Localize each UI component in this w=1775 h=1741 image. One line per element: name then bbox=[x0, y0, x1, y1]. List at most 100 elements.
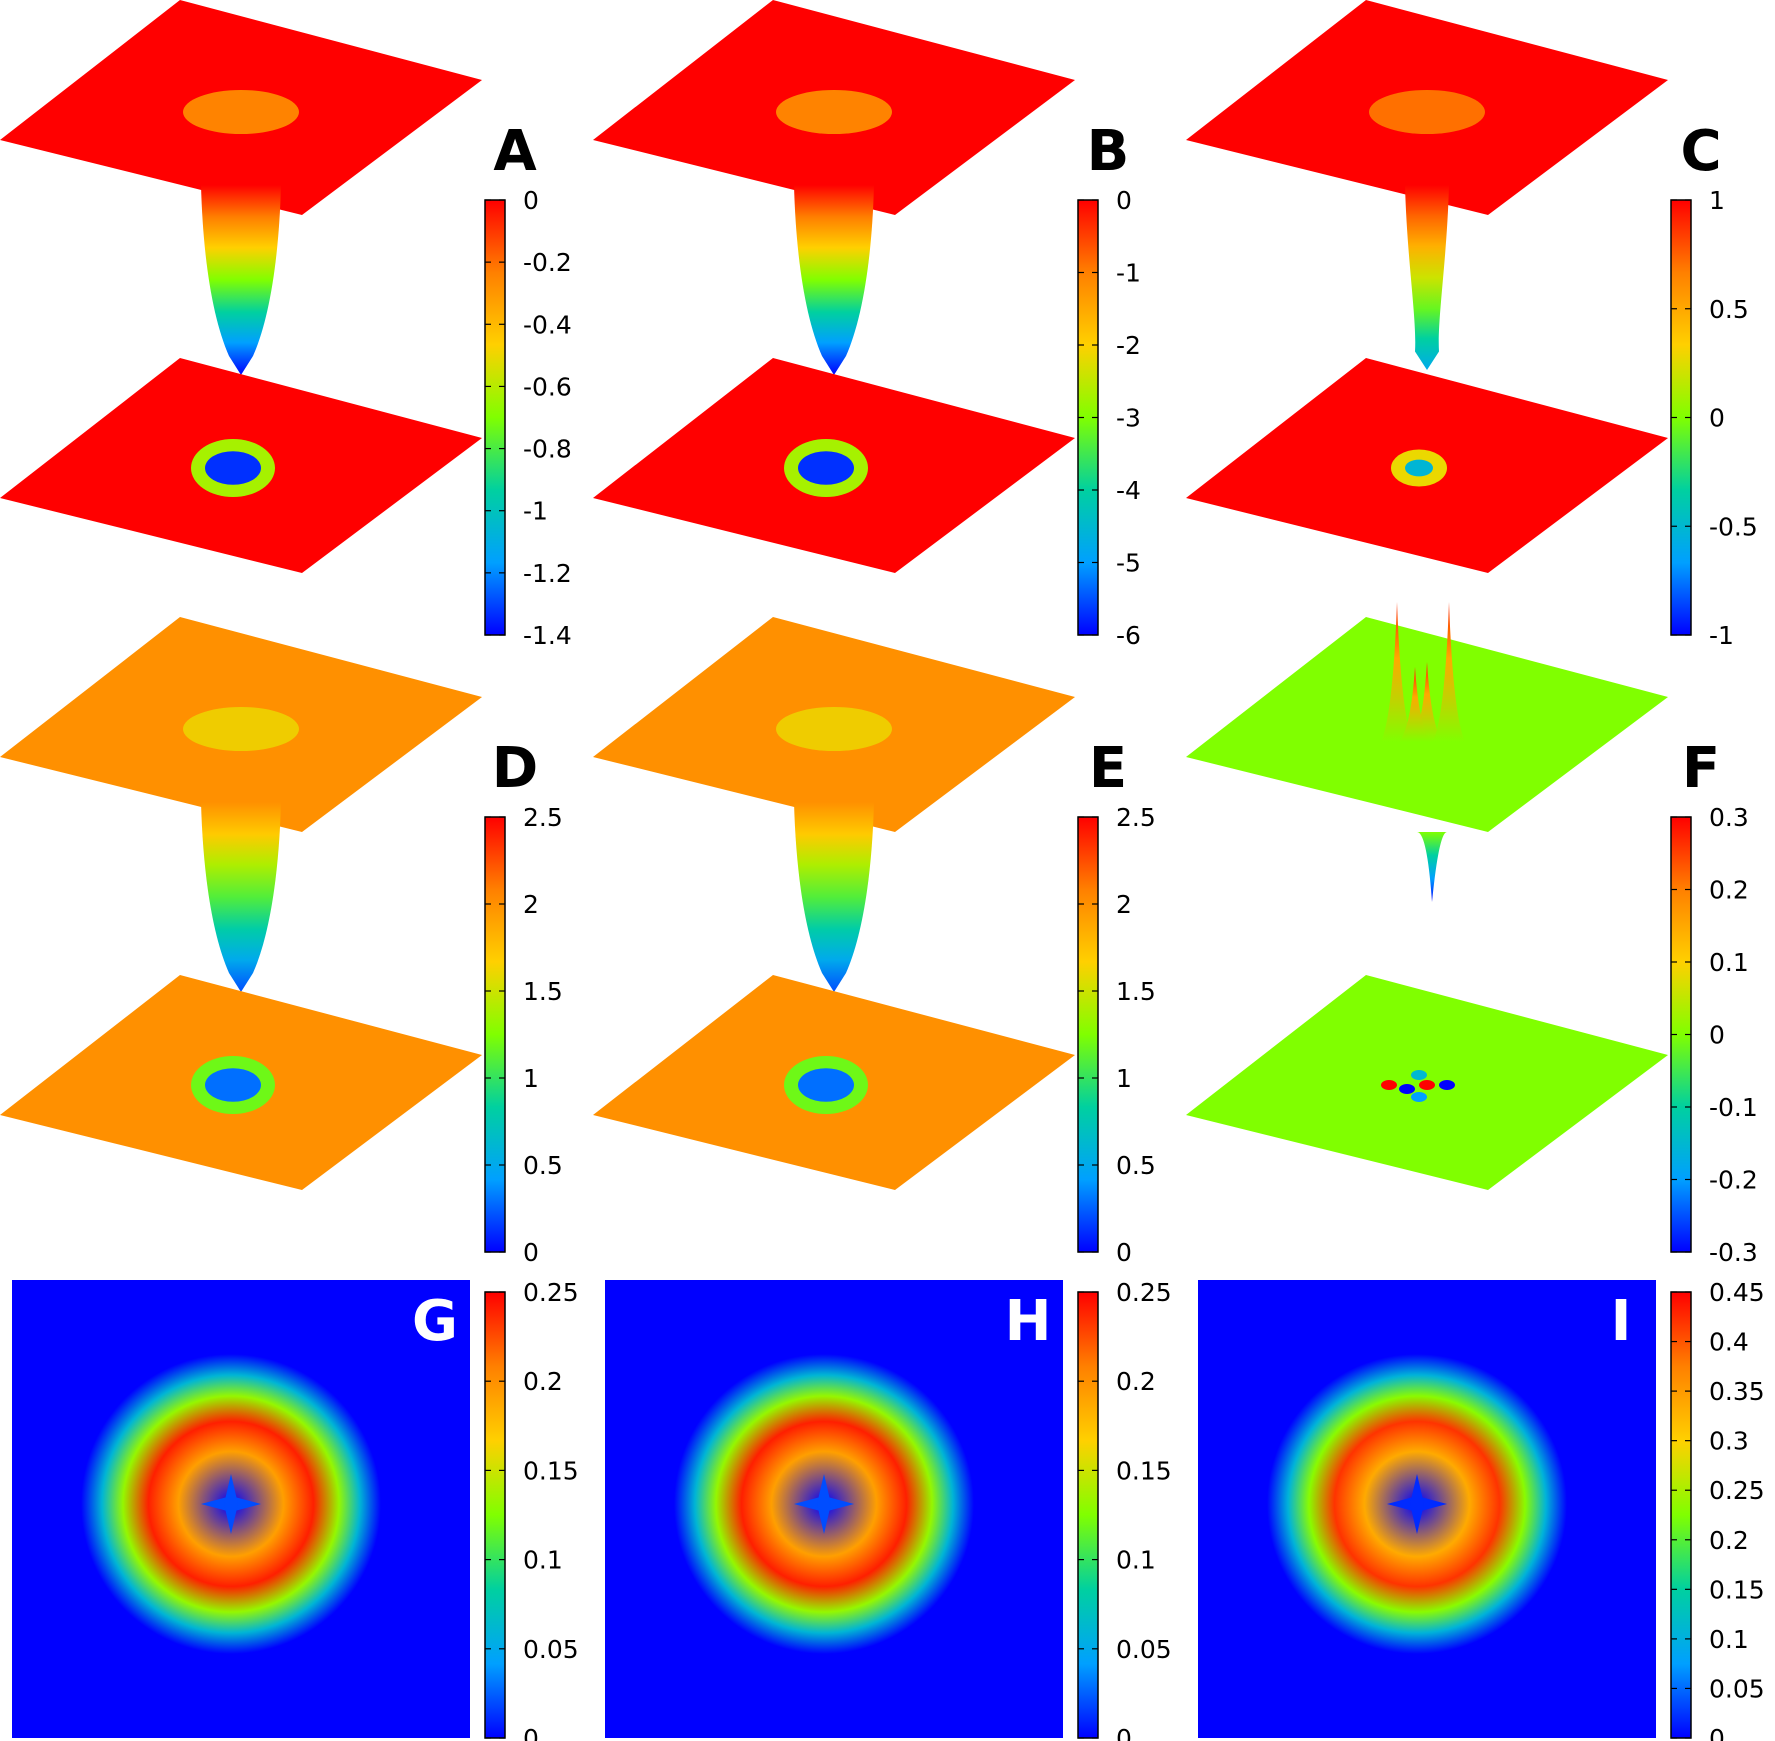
surface-rim bbox=[776, 90, 892, 134]
colorbar-b: 0 -1 -2 -3 -4 -5 -6 bbox=[1077, 186, 1141, 650]
colorbar-tick-label: -0.4 bbox=[523, 310, 572, 339]
colorbar-gradient bbox=[484, 816, 506, 1253]
colorbar-tick-label: 0.2 bbox=[1709, 876, 1749, 905]
colorbar-i: 0.45 0.4 0.35 0.3 0.25 0.2 0.15 0.1 0.05 0 bbox=[1670, 1278, 1765, 1741]
colorbar-tick-label: 0.15 bbox=[523, 1456, 579, 1485]
colorbar-tick-label: 0.15 bbox=[1116, 1456, 1172, 1485]
panel-g bbox=[12, 1280, 470, 1738]
colorbar-tick-label: 0 bbox=[1709, 404, 1725, 433]
colorbar-tick-label: 2 bbox=[523, 890, 539, 919]
colorbar-tick-label: -0.6 bbox=[523, 372, 572, 401]
colorbar-tick-label: 0 bbox=[523, 1238, 539, 1267]
colorbar-tick-label: -1.4 bbox=[523, 621, 572, 650]
colorbar-tick-label: 0 bbox=[1709, 1021, 1725, 1050]
colorbar-tick-label: 0 bbox=[523, 1724, 539, 1741]
panel-label-g: G bbox=[412, 1289, 458, 1354]
colorbar-tick-label: 0.25 bbox=[1116, 1278, 1172, 1307]
colorbar-tick-label: -5 bbox=[1116, 549, 1141, 578]
colorbar-tick-label: -0.8 bbox=[523, 435, 572, 464]
colorbar-tick-label: 0.2 bbox=[523, 1367, 563, 1396]
colorbar-g: 0.25 0.2 0.15 0.1 0.05 0 bbox=[484, 1278, 579, 1741]
projection-spot bbox=[1419, 1080, 1435, 1090]
colorbar-tick-label: 0.3 bbox=[1709, 1427, 1749, 1456]
colorbar-tick-label: 0.05 bbox=[1709, 1674, 1765, 1703]
surface-peak bbox=[1381, 602, 1413, 742]
colorbar-gradient bbox=[1670, 1291, 1692, 1739]
colorbar-tick-label: 1 bbox=[1709, 186, 1725, 215]
surface-rim bbox=[183, 707, 299, 751]
projection-spot bbox=[1411, 1070, 1427, 1080]
panel-label-e: E bbox=[1089, 736, 1127, 801]
panel-f bbox=[1186, 602, 1668, 1190]
projection-core bbox=[798, 451, 854, 485]
colorbar-tick-label: -1.2 bbox=[523, 559, 572, 588]
colorbar-tick-label: 0 bbox=[1116, 1724, 1132, 1741]
projection-core bbox=[205, 451, 261, 485]
projection-core bbox=[798, 1068, 854, 1102]
colorbar-tick-label: 2.5 bbox=[523, 803, 563, 832]
panel-label-b: B bbox=[1087, 119, 1130, 184]
projection-spot bbox=[1399, 1084, 1415, 1094]
surface-well bbox=[794, 802, 874, 992]
panel-c bbox=[1186, 0, 1668, 573]
colorbar-tick-label: 0 bbox=[1709, 1724, 1725, 1741]
surface-rim bbox=[776, 707, 892, 751]
colorbar-tick-label: 0.1 bbox=[1116, 1546, 1156, 1575]
projection-core bbox=[205, 1068, 261, 1102]
colorbar-gradient bbox=[484, 199, 506, 636]
panel-a bbox=[0, 0, 482, 573]
colorbar-tick-label: 1.5 bbox=[1116, 977, 1156, 1006]
heatmap-cross bbox=[224, 1474, 238, 1534]
colorbar-tick-label: 0 bbox=[523, 186, 539, 215]
projection-spot bbox=[1439, 1080, 1455, 1090]
colorbar-a: 0 -0.2 -0.4 -0.6 -0.8 -1 -1.2 -1.4 bbox=[484, 186, 572, 650]
colorbar-tick-label: -0.2 bbox=[523, 248, 572, 277]
panel-label-f: F bbox=[1682, 736, 1720, 801]
colorbar-tick-label: 0.05 bbox=[523, 1635, 579, 1664]
colorbar-tick-label: 0.4 bbox=[1709, 1328, 1749, 1357]
colorbar-tick-label: 0.5 bbox=[523, 1151, 563, 1180]
surface-peak bbox=[1399, 667, 1431, 742]
panel-e bbox=[593, 617, 1075, 1190]
colorbar-tick-label: -0.1 bbox=[1709, 1093, 1758, 1122]
panel-i bbox=[1198, 1280, 1656, 1738]
panel-label-c: C bbox=[1680, 119, 1721, 184]
colorbar-d: 2.5 2 1.5 1 0.5 0 bbox=[484, 803, 563, 1267]
colorbar-tick-label: 0.5 bbox=[1709, 295, 1749, 324]
colorbar-tick-label: 0.1 bbox=[523, 1546, 563, 1575]
colorbar-tick-label: 0.25 bbox=[1709, 1476, 1765, 1505]
colorbar-tick-label: 2 bbox=[1116, 890, 1132, 919]
heatmap-cross bbox=[1410, 1474, 1424, 1534]
colorbar-tick-label: 0.2 bbox=[1116, 1367, 1156, 1396]
surface-rim bbox=[1369, 90, 1485, 134]
colorbar-f: 0.3 0.2 0.1 0 -0.1 -0.2 -0.3 bbox=[1670, 803, 1758, 1267]
colorbar-gradient bbox=[1077, 1291, 1099, 1739]
colorbar-tick-label: 0.45 bbox=[1709, 1278, 1765, 1307]
surface-well bbox=[794, 185, 874, 375]
colorbar-tick-label: 0.05 bbox=[1116, 1635, 1172, 1664]
colorbar-tick-label: 1 bbox=[523, 1064, 539, 1093]
colorbar-tick-label: 1 bbox=[1116, 1064, 1132, 1093]
surface-peak bbox=[1411, 662, 1443, 742]
colorbar-tick-label: -1 bbox=[1116, 259, 1141, 288]
colorbar-tick-label: -0.2 bbox=[1709, 1166, 1758, 1195]
colorbar-tick-label: 0.5 bbox=[1116, 1151, 1156, 1180]
colorbar-gradient bbox=[484, 1291, 506, 1739]
colorbar-tick-label: -3 bbox=[1116, 404, 1141, 433]
projection-core bbox=[1405, 459, 1433, 477]
surface-well bbox=[201, 802, 281, 992]
colorbar-tick-label: -1 bbox=[1709, 621, 1734, 650]
colorbar-c: 1 0.5 0 -0.5 -1 bbox=[1670, 186, 1758, 650]
colorbar-tick-label: -1 bbox=[523, 497, 548, 526]
colorbar-tick-label: 0.3 bbox=[1709, 803, 1749, 832]
colorbar-tick-label: 0 bbox=[1116, 1238, 1132, 1267]
panel-label-a: A bbox=[493, 119, 537, 184]
colorbar-tick-label: 0.2 bbox=[1709, 1526, 1749, 1555]
panel-label-d: D bbox=[492, 736, 538, 801]
colorbar-tick-label: 0.35 bbox=[1709, 1377, 1765, 1406]
surface-well bbox=[201, 185, 281, 375]
surface-dip bbox=[1417, 832, 1447, 902]
projection-spot bbox=[1381, 1080, 1397, 1090]
colorbar-tick-label: 0 bbox=[1116, 186, 1132, 215]
